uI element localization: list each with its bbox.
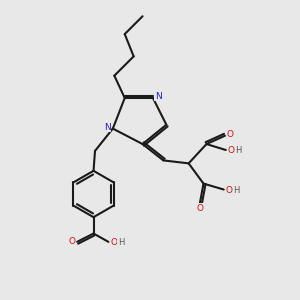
Text: H: H bbox=[118, 238, 124, 247]
Text: N: N bbox=[104, 123, 111, 132]
Text: O: O bbox=[226, 186, 232, 195]
Text: O: O bbox=[227, 130, 234, 139]
Text: H: H bbox=[233, 186, 239, 195]
Text: O: O bbox=[68, 237, 75, 246]
Text: H: H bbox=[235, 146, 242, 155]
Text: O: O bbox=[228, 146, 235, 155]
Text: O: O bbox=[196, 204, 203, 213]
Text: N: N bbox=[155, 92, 162, 101]
Text: O: O bbox=[110, 238, 117, 247]
